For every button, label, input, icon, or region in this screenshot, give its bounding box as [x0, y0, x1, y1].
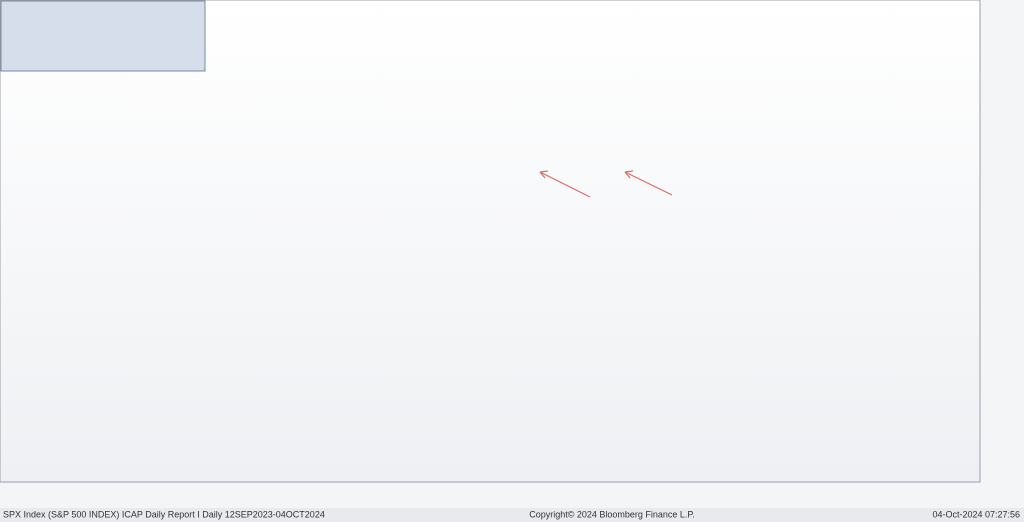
arrow: [539, 171, 591, 198]
footer-left: SPX Index (S&P 500 INDEX) ICAP Daily Rep…: [3, 509, 325, 519]
arrow-head: [624, 171, 631, 179]
footer-bar: [0, 508, 1024, 522]
arrow: [624, 171, 673, 196]
arrow-head: [539, 171, 546, 179]
footer-right: 04-Oct-2024 07:27:56: [932, 509, 1020, 519]
arrow-head: [539, 170, 549, 173]
plot-area: [0, 0, 981, 483]
arrow-head: [624, 170, 634, 173]
legend-box: [0, 0, 206, 72]
footer-center: Copyright© 2024 Bloomberg Finance L.P.: [529, 509, 695, 519]
